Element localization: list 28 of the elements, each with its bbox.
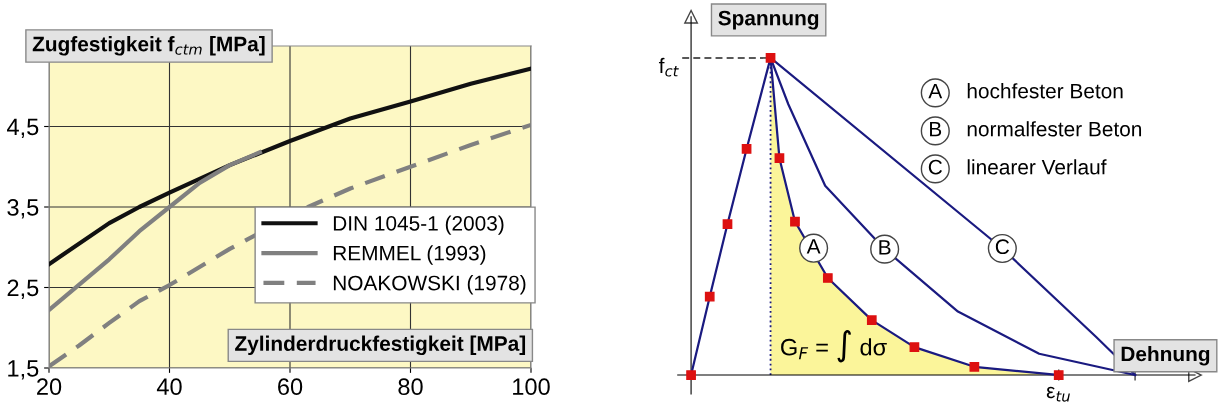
text: C [928,159,943,175]
text: A [928,83,943,99]
text: C [995,239,1010,255]
text: ε$_{tu}$ [1046,386,1070,402]
text: B [879,240,891,255]
text: linearer Verlauf [967,159,1107,175]
y-tick-label: 3,5 [7,199,39,219]
text: G$_{F}$ = ∫ dσ [781,330,887,363]
x-axis-title: Zylinderdruckfestigkeit [MPa] [235,335,526,356]
legend-label: DIN 1045-1 (2003) [333,215,504,235]
x-tick-label: 20 [37,378,62,396]
y-axis-title: Zugfestigkeit f$_{ctm}$ [MPa] [32,36,265,56]
x-tick-label: 40 [156,378,182,396]
x-tick-label: 80 [398,378,423,396]
y-tick-label: 2,5 [7,279,39,300]
text: A [806,239,821,254]
text: normalfester Beton [967,121,1142,137]
y-tick-label: 4,5 [7,118,39,139]
text: hochfester Beton [967,83,1123,99]
legend-label: REMMEL (1993) [333,245,486,265]
x-tick-label: 100 [513,378,550,396]
text: f$_{ct}$ [658,57,679,77]
text: B [930,121,942,137]
text: Dehnung [1121,346,1210,366]
x-tick-label: 60 [278,378,303,396]
text: Spannung [718,10,819,30]
y-tick-label: 1,5 [8,360,39,380]
legend-label: NOAKOWSKI (1978) [333,275,526,295]
